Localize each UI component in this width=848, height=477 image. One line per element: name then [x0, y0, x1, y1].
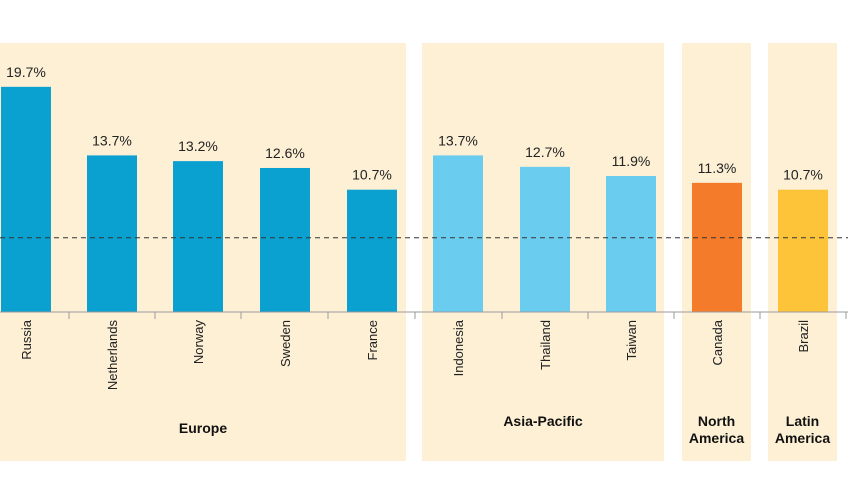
category-label-thailand: Thailand: [538, 320, 553, 370]
bars: [1, 86, 828, 312]
value-label-sweden: 12.6%: [265, 145, 305, 161]
category-labels: Russia Netherlands Norway Sweden France Indon…: [19, 319, 811, 390]
category-label-canada: Canada: [710, 319, 725, 365]
bar-netherlands: [87, 155, 137, 312]
value-label-brazil: 10.7%: [783, 167, 823, 183]
axis-ticks: [68, 312, 847, 319]
group-label-0-line-0: Europe: [179, 420, 227, 436]
group-label-2-line-1: America: [689, 430, 744, 446]
category-label-netherlands: Netherlands: [105, 320, 120, 391]
bar-sweden: [260, 167, 310, 312]
group-label-1-line-0: Asia-Pacific: [503, 413, 583, 429]
category-label-sweden: Sweden: [278, 320, 293, 367]
value-labels: 19.7% 13.7% 13.2% 12.6% 10.7% 13.7% 12.7% 11.9%…: [6, 64, 823, 183]
group-label-2-line-0: North: [698, 413, 735, 429]
group-label-3-line-0: Latin: [786, 413, 819, 429]
value-label-canada: 11.3%: [698, 160, 737, 176]
bar-france: [347, 189, 397, 312]
bar-indonesia: [433, 155, 483, 312]
value-label-thailand: 12.7%: [525, 144, 565, 160]
bar-brazil: [778, 189, 828, 312]
category-label-norway: Norway: [191, 320, 206, 365]
category-label-indonesia: Indonesia: [451, 319, 466, 376]
group-label-3-line-1: America: [775, 430, 830, 446]
value-label-russia: 19.7%: [6, 64, 46, 80]
bar-thailand: [520, 166, 570, 312]
value-label-norway: 13.2%: [178, 138, 218, 154]
bar-russia: [1, 86, 51, 312]
category-label-france: France: [365, 320, 380, 360]
category-label-russia: Russia: [19, 319, 34, 360]
group-labels: Europe Asia-Pacific NorthAmericaLatinAmeri…: [179, 413, 830, 446]
bar-norway: [173, 161, 223, 312]
value-label-netherlands: 13.7%: [92, 132, 132, 148]
bar-canada: [692, 182, 742, 312]
category-label-brazil: Brazil: [796, 320, 811, 353]
value-label-taiwan: 11.9%: [612, 153, 651, 169]
category-label-taiwan: Taiwan: [624, 320, 639, 360]
value-label-france: 10.7%: [352, 167, 392, 183]
value-label-indonesia: 13.7%: [438, 132, 478, 148]
bar-taiwan: [606, 175, 656, 312]
